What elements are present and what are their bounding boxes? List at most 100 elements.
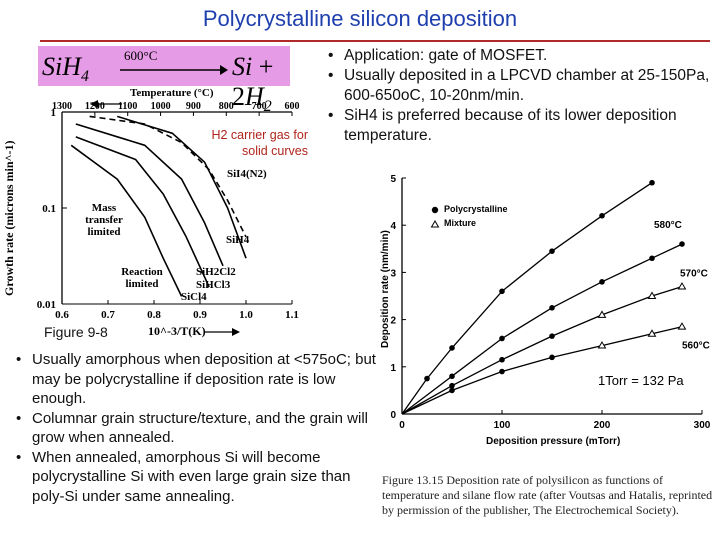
deposition-rate-axis-label: Deposition rate (nm/min) bbox=[380, 230, 391, 348]
temperature-tick-label: 1200 bbox=[85, 101, 105, 112]
data-point-mixture bbox=[647, 291, 657, 299]
data-point-mixture bbox=[677, 282, 687, 290]
data-point-poly bbox=[449, 345, 455, 351]
temperature-tick-label: 1100 bbox=[118, 101, 137, 112]
temperature-axis-label: Temperature (°C) bbox=[130, 87, 214, 99]
top-bullet-list: Application: gate of MOSFET. Usually dep… bbox=[326, 46, 716, 146]
growth-rate-figure: 0.6 0.7 0.8 0.9 1.0 1.1 1 0.1 0.01 1300 1200 1100 10… bbox=[0, 86, 320, 346]
inverse-temperature-axis-label: 10^-3/T(K) bbox=[148, 324, 206, 338]
y-tick-label: 5 bbox=[390, 174, 396, 185]
figure-caption: Figure 13.15 Deposition rate of polysili… bbox=[382, 473, 713, 517]
x-tick-label: 100 bbox=[494, 420, 511, 431]
y-tick-label: 0.1 bbox=[42, 203, 56, 215]
series-line-sih2cl2 bbox=[75, 123, 224, 267]
x-tick-label: 300 bbox=[694, 420, 711, 431]
bullet-item: Usually amorphous when deposition at <57… bbox=[14, 350, 380, 409]
series-label: 580°C bbox=[654, 220, 682, 231]
data-point-poly bbox=[424, 375, 430, 382]
y-tick-label: 4 bbox=[390, 221, 396, 232]
bullet-item: Columnar grain structure/texture, and th… bbox=[14, 409, 380, 448]
data-point-poly bbox=[449, 382, 455, 389]
temperature-tick-label: 700 bbox=[252, 101, 267, 112]
data-point-poly bbox=[499, 356, 505, 363]
curve-label-sii4: SiI4(N2) bbox=[227, 168, 267, 180]
series-line-sicl4 bbox=[70, 144, 183, 297]
bottom-bullet-list: Usually amorphous when deposition at <57… bbox=[14, 350, 380, 506]
slide-title: Polycrystalline silicon deposition bbox=[202, 6, 518, 31]
series-line-sihcl3 bbox=[75, 136, 210, 288]
series-label: 560°C bbox=[682, 341, 710, 352]
series-label: 570°C bbox=[680, 269, 708, 280]
data-point-poly bbox=[599, 212, 605, 219]
data-point-poly bbox=[599, 279, 605, 285]
y-tick-label: 2 bbox=[390, 316, 396, 327]
bullet-item: SiH4 is preferred because of its lower d… bbox=[326, 106, 716, 146]
carrier-gas-annotation: H2 carrier gas for solid curves bbox=[211, 128, 308, 158]
y-tick-label: 1 bbox=[51, 107, 57, 119]
reactant: SiH bbox=[42, 52, 81, 81]
temperature-tick-label: 800 bbox=[219, 101, 234, 112]
y-tick-label: 1 bbox=[390, 363, 396, 374]
data-point-poly bbox=[549, 305, 555, 311]
product-h: H bbox=[245, 82, 264, 111]
curve-label-sih4: SiH4 bbox=[226, 234, 250, 246]
legend-mixture: Mixture bbox=[444, 218, 477, 228]
x-tick-label: 200 bbox=[594, 420, 611, 431]
growth-rate-chart: 0.6 0.7 0.8 0.9 1.0 1.1 1 0.1 0.01 1300 1200 1100 10… bbox=[37, 100, 300, 336]
bullet-item: When annealed, amorphous Si will become … bbox=[14, 448, 380, 507]
data-point-mixture bbox=[597, 310, 607, 318]
temperature-tick-label: 900 bbox=[186, 101, 201, 112]
temperature-tick-label: 600 bbox=[285, 101, 300, 112]
figure-label: Figure 9-8 bbox=[44, 324, 108, 340]
x-tick-label: 1.0 bbox=[239, 309, 253, 321]
data-point-poly bbox=[499, 335, 505, 342]
x-tick-label: 1.1 bbox=[285, 309, 299, 321]
growth-rate-axis-label: Growth rate (microns min^-1) bbox=[2, 140, 16, 296]
data-point-poly bbox=[449, 387, 455, 394]
curve-label-sicl4: SiCl4 bbox=[181, 291, 207, 303]
x-tick-label: 0.6 bbox=[55, 309, 69, 321]
temperature-tick-label: 1300 bbox=[52, 101, 72, 112]
temperature-tick-label: 1000 bbox=[151, 101, 171, 112]
pressure-axis-label: Deposition pressure (mTorr) bbox=[486, 436, 621, 447]
region-label-reaction: Reaction limited bbox=[121, 266, 163, 290]
product-subscript: 2 bbox=[263, 98, 272, 116]
y-tick-label: 0 bbox=[390, 410, 396, 421]
curve-label-sihcl3: SiHCl3 bbox=[196, 279, 231, 291]
data-point-poly bbox=[549, 333, 555, 339]
reactant-subscript: 4 bbox=[81, 68, 89, 86]
data-point-poly bbox=[649, 179, 655, 186]
region-label-mass-transfer: Mass transfer limited bbox=[85, 202, 123, 238]
data-point-poly bbox=[449, 373, 455, 380]
series-line-3 bbox=[401, 326, 683, 415]
series-line-sih4 bbox=[116, 115, 247, 259]
reaction-arrow-icon bbox=[120, 65, 228, 75]
reaction-condition: 600°C bbox=[124, 48, 158, 63]
conversion-note: 1Torr = 132 Pa bbox=[598, 373, 684, 388]
y-tick-label: 0.01 bbox=[37, 299, 56, 311]
bullet-item: Application: gate of MOSFET. bbox=[326, 46, 716, 66]
data-point-mixture bbox=[647, 329, 657, 337]
reaction-equation: SiH4 600°C Si + 2H2 bbox=[38, 46, 290, 115]
data-point-mixture bbox=[677, 322, 687, 330]
data-point-mixture bbox=[597, 341, 607, 349]
data-point-poly bbox=[549, 248, 555, 254]
x-tick-label: 0 bbox=[399, 420, 405, 431]
data-point-poly bbox=[679, 241, 685, 247]
data-point-poly bbox=[549, 354, 555, 361]
curve-label-sih2cl2: SiH2Cl2 bbox=[196, 266, 236, 278]
x-tick-label: 0.7 bbox=[101, 309, 115, 321]
data-point-poly bbox=[499, 288, 505, 295]
legend-polycrystalline: Polycrystalline bbox=[444, 204, 508, 214]
legend-mixture-marker bbox=[430, 220, 440, 228]
plus-coefficient: + 2 bbox=[232, 52, 274, 111]
x-tick-label: 0.9 bbox=[193, 309, 207, 321]
legend-poly-marker bbox=[431, 206, 439, 214]
y-tick-label: 3 bbox=[390, 268, 396, 279]
title-underline bbox=[40, 40, 710, 42]
series-line-1 bbox=[401, 243, 683, 415]
data-point-poly bbox=[499, 368, 505, 375]
bullet-item: Usually deposited in a LPCVD chamber at … bbox=[326, 66, 716, 106]
